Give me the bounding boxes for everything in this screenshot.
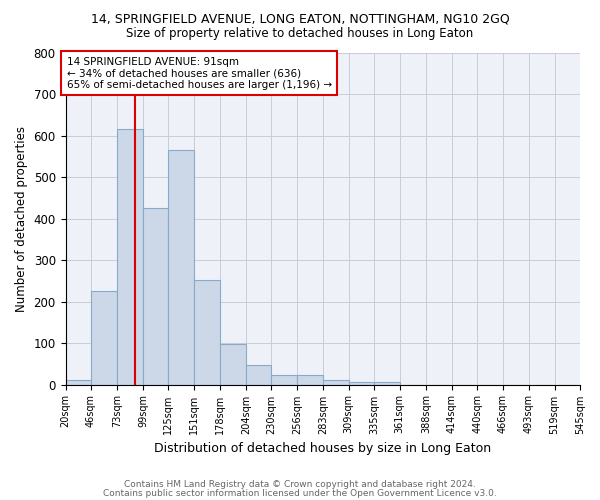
Bar	[271, 376, 297, 384]
Bar	[169, 150, 194, 384]
X-axis label: Distribution of detached houses by size in Long Eaton: Distribution of detached houses by size …	[154, 442, 491, 455]
Bar	[220, 344, 246, 385]
Text: Contains HM Land Registry data © Crown copyright and database right 2024.: Contains HM Land Registry data © Crown c…	[124, 480, 476, 489]
Text: Size of property relative to detached houses in Long Eaton: Size of property relative to detached ho…	[127, 28, 473, 40]
Text: 14, SPRINGFIELD AVENUE, LONG EATON, NOTTINGHAM, NG10 2GQ: 14, SPRINGFIELD AVENUE, LONG EATON, NOTT…	[91, 12, 509, 26]
Bar	[194, 280, 220, 384]
Bar	[118, 130, 143, 384]
Bar	[91, 291, 118, 384]
Bar	[143, 208, 169, 384]
Text: 14 SPRINGFIELD AVENUE: 91sqm
← 34% of detached houses are smaller (636)
65% of s: 14 SPRINGFIELD AVENUE: 91sqm ← 34% of de…	[67, 56, 332, 90]
Text: Contains public sector information licensed under the Open Government Licence v3: Contains public sector information licen…	[103, 489, 497, 498]
Y-axis label: Number of detached properties: Number of detached properties	[15, 126, 28, 312]
Bar	[65, 380, 91, 384]
Bar	[349, 382, 374, 384]
Bar	[323, 380, 349, 384]
Bar	[246, 365, 271, 384]
Bar	[297, 376, 323, 384]
Bar	[374, 382, 400, 384]
